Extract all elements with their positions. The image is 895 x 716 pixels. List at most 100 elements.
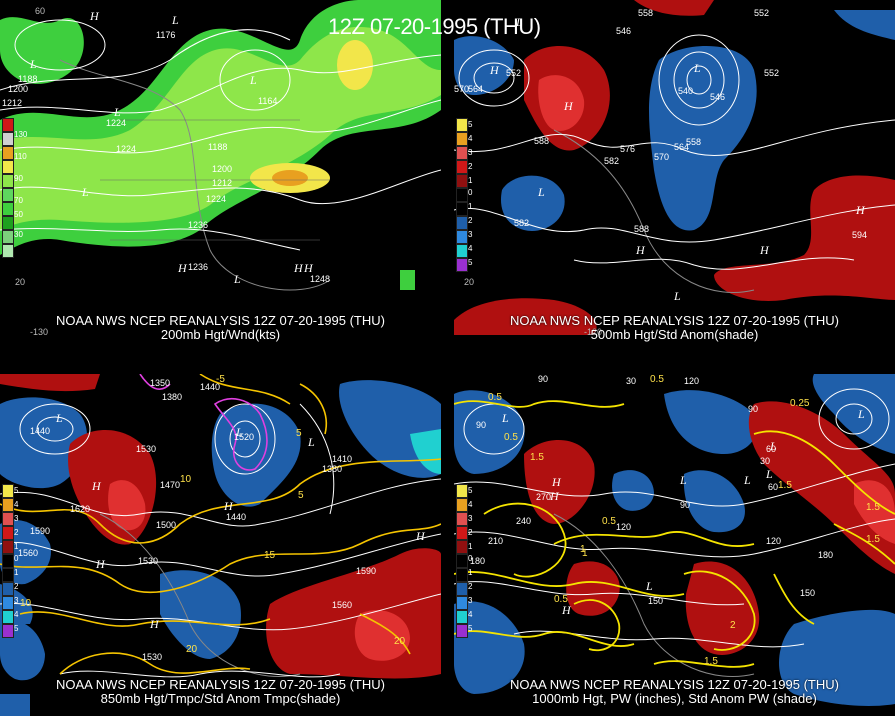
contour-label: 1236: [188, 220, 208, 230]
contour-label: 1440: [30, 426, 50, 436]
center-marker: H: [177, 261, 188, 275]
legend-label: 130: [14, 130, 28, 139]
pw-label: 0.5: [554, 594, 568, 605]
contour-label: 1560: [332, 600, 352, 610]
contour-label: 564: [674, 142, 689, 152]
coord-label: 60: [35, 6, 45, 16]
contour-label: 150: [648, 596, 663, 606]
temp-contours: [0, 374, 441, 675]
contour-label: 546: [710, 92, 725, 102]
anom-negative-se: [779, 609, 895, 706]
contour-label: 588: [634, 224, 649, 234]
legend-label: 1: [468, 202, 473, 211]
contour-label: 1410: [332, 454, 352, 464]
height-contours: [0, 19, 441, 251]
wind-shade-nw: [0, 17, 84, 84]
contour-label: 1350: [150, 378, 170, 388]
center-marker: L: [645, 579, 653, 593]
legend-label: 3: [14, 514, 19, 523]
contour-label: 576: [620, 144, 635, 154]
center-marker: H: [95, 557, 106, 571]
center-marker: L: [81, 185, 89, 199]
coord-label: 20: [464, 277, 474, 287]
pw-label: 0.5: [504, 432, 518, 443]
contour-label: 60: [768, 482, 778, 492]
legend-anom: 5 4 3 2 1 0 1 2 3 4 5: [456, 118, 472, 272]
center-marker: L: [673, 289, 681, 303]
caption-line2: 500mb Hgt/Std Anom(shade): [590, 327, 759, 342]
contour-label: 1236: [188, 262, 208, 272]
contour-label: 582: [604, 156, 619, 166]
map-850mb: 1440 1350 1380 1440 1530 1470 1620 1590 …: [0, 374, 441, 716]
coord-label: 20: [15, 277, 25, 287]
caption-line1: NOAA NWS NCEP REANALYSIS 12Z 07-20-1995 …: [510, 313, 839, 328]
legend-label: 0: [468, 554, 473, 563]
contour-label: 90: [538, 374, 548, 384]
contour-label: 30: [760, 456, 770, 466]
center-marker: L: [857, 407, 865, 421]
map-500mb: 570 564 552 588 582 576 570 564 558 546 …: [454, 0, 895, 337]
legend-label: 2: [468, 162, 473, 171]
legend-label: 4: [468, 244, 473, 253]
contour-label: 210: [488, 536, 503, 546]
contour-label: 1500: [156, 520, 176, 530]
anom-negative-c2: [683, 470, 745, 533]
legend-label: 110: [14, 152, 27, 161]
temp-label: 10: [180, 474, 192, 485]
contour-label: 552: [764, 68, 779, 78]
contour-label: 1224: [116, 144, 136, 154]
legend-label: 50: [14, 210, 23, 219]
panel-1000mb: 90 30 120 90 60 30 270 240 210 180 120 1…: [454, 374, 895, 716]
pw-label: 0.5: [650, 374, 664, 385]
center-marker: L: [537, 185, 545, 199]
anom-negative-ne-core: [410, 429, 441, 474]
wind-shade-light: [0, 26, 441, 230]
pw-label: 2: [730, 620, 736, 631]
contour-label: 1380: [322, 464, 342, 474]
anom-negative-s: [160, 570, 241, 659]
pw-label: 1.5: [866, 534, 880, 545]
legend-label: 2: [468, 528, 473, 537]
pw-label: 1.5: [704, 656, 718, 667]
legend-label: 3: [468, 148, 473, 157]
center-marker: H: [91, 479, 102, 493]
map-1000mb: 90 30 120 90 60 30 270 240 210 180 120 1…: [454, 374, 895, 706]
legend-label: 5: [468, 258, 473, 267]
anom-positive-c: [566, 561, 620, 616]
panel-200mb: 60 -130 20 1188 1200 1212 1224 1236 1176…: [0, 0, 441, 342]
coastline: [99, 513, 301, 678]
legend-label: 5: [14, 624, 19, 633]
contour-label: 1248: [310, 274, 330, 284]
center-marker: H: [561, 603, 572, 617]
coord-label: -130: [30, 327, 48, 337]
legend-label: 5: [468, 624, 473, 633]
caption-line2: 850mb Hgt/Tmpc/Std Anom Tmpc(shade): [100, 691, 341, 706]
contour-label: 1590: [30, 526, 50, 536]
center-marker: L: [501, 411, 509, 425]
caption-line2: 200mb Hgt/Wnd(kts): [160, 327, 281, 342]
contour-label: 180: [470, 556, 485, 566]
legend-label: 3: [14, 596, 19, 605]
caption-line1: NOAA NWS NCEP REANALYSIS 12Z 07-20-1995 …: [56, 677, 385, 692]
anom-negative-ne: [339, 380, 441, 478]
contour-label: 1188: [18, 74, 37, 84]
pw-contours: [454, 400, 895, 668]
contour-label: 60: [766, 444, 776, 454]
contour-label: 582: [514, 218, 529, 228]
panel-caption: NOAA NWS NCEP REANALYSIS 12Z 07-20-1995 …: [0, 678, 441, 706]
pw-label: 0.25: [790, 398, 810, 409]
legend-label: 1: [468, 176, 473, 185]
contour-label: 1224: [106, 118, 126, 128]
anom-negative-center: [211, 403, 301, 507]
temp-label: 5: [298, 490, 304, 501]
contour-label: 1176: [156, 30, 175, 40]
center-marker: H: [549, 489, 560, 503]
anom-positive-n: [634, 0, 714, 16]
center-marker: L: [171, 13, 179, 27]
panel-caption: NOAA NWS NCEP REANALYSIS 12Z 07-20-1995 …: [454, 314, 895, 342]
wind-shade-se: [400, 270, 415, 290]
legend-label: 4: [14, 610, 19, 619]
anom-positive-n: [0, 374, 100, 392]
center-marker: H: [759, 243, 770, 257]
contour-label: 90: [680, 500, 690, 510]
